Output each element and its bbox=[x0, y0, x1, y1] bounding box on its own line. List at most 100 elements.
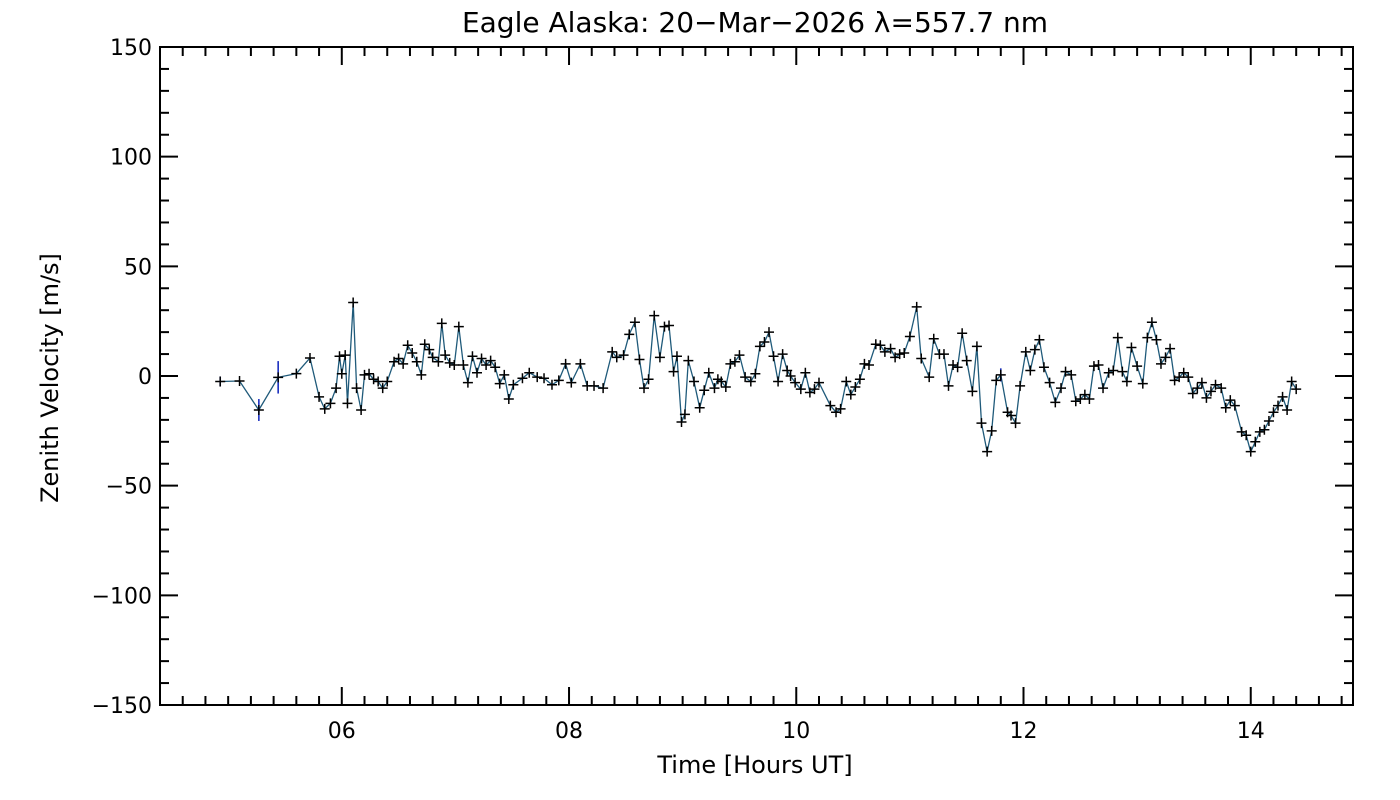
data-point-marker bbox=[754, 341, 765, 352]
data-point-marker bbox=[1093, 360, 1104, 371]
data-point-marker bbox=[411, 356, 422, 367]
data-point-marker bbox=[440, 350, 451, 361]
data-point-marker bbox=[1010, 418, 1021, 429]
data-point-marker bbox=[850, 381, 861, 392]
data-point-marker bbox=[952, 362, 963, 373]
data-point-marker bbox=[1220, 402, 1231, 413]
data-point-marker bbox=[729, 356, 740, 367]
data-point-marker bbox=[1245, 446, 1256, 457]
data-point-marker bbox=[476, 353, 487, 364]
data-point-marker bbox=[1020, 346, 1031, 357]
data-point-marker bbox=[777, 349, 788, 360]
data-point-marker bbox=[716, 376, 727, 387]
data-point-marker bbox=[607, 346, 618, 357]
data-point-marker bbox=[325, 398, 336, 409]
data-point-marker bbox=[982, 446, 993, 457]
data-point-marker bbox=[1291, 384, 1302, 395]
data-point-marker bbox=[750, 368, 761, 379]
data-point-marker bbox=[768, 351, 779, 362]
data-point-marker bbox=[740, 372, 751, 383]
x-tick-label: 14 bbox=[1237, 719, 1265, 744]
data-point-marker bbox=[253, 404, 264, 415]
data-point-marker bbox=[1263, 415, 1274, 426]
plot-frame bbox=[159, 46, 1354, 706]
data-point-marker bbox=[377, 383, 388, 394]
y-tick-label: −150 bbox=[92, 694, 152, 719]
x-tick-label: 10 bbox=[782, 719, 810, 744]
y-tick-label: 100 bbox=[110, 146, 152, 171]
data-point-marker bbox=[699, 385, 710, 396]
data-point-marker bbox=[1254, 426, 1265, 437]
data-point-marker bbox=[1286, 376, 1297, 387]
data-point-marker bbox=[854, 374, 865, 385]
data-point-marker bbox=[911, 301, 922, 312]
data-point-marker bbox=[694, 402, 705, 413]
y-axis-label: Zenith Velocity [m/s] bbox=[36, 253, 64, 503]
data-point-marker bbox=[1183, 372, 1194, 383]
data-point-marker bbox=[1201, 392, 1212, 403]
data-point-marker bbox=[1268, 407, 1279, 418]
data-point-marker bbox=[643, 374, 654, 385]
data-point-marker bbox=[334, 351, 345, 362]
data-point-marker bbox=[393, 353, 404, 364]
data-point-marker bbox=[1025, 365, 1036, 376]
data-point-marker bbox=[1108, 365, 1119, 376]
data-point-marker bbox=[639, 383, 650, 394]
data-point-marker bbox=[634, 354, 645, 365]
data-point-marker bbox=[618, 350, 629, 361]
data-point-marker bbox=[986, 425, 997, 436]
data-point-marker bbox=[503, 394, 514, 405]
data-point-marker bbox=[427, 352, 438, 363]
data-point-marker bbox=[436, 318, 447, 329]
data-point-marker bbox=[340, 350, 351, 361]
data-point-marker bbox=[689, 376, 700, 387]
data-point-marker bbox=[356, 404, 367, 415]
data-point-marker bbox=[364, 368, 375, 379]
data-point-marker bbox=[611, 352, 622, 363]
data-point-marker bbox=[1282, 404, 1293, 415]
data-point-marker bbox=[1117, 366, 1128, 377]
data-point-marker bbox=[859, 358, 870, 369]
data-point-marker bbox=[763, 327, 774, 338]
data-point-marker bbox=[1098, 383, 1109, 394]
axis-ticks bbox=[159, 46, 1353, 706]
data-point-marker bbox=[234, 376, 245, 387]
data-point-marker bbox=[319, 403, 330, 414]
data-point-marker bbox=[703, 367, 714, 378]
series-line bbox=[220, 302, 1297, 454]
y-tick-label: 0 bbox=[138, 365, 152, 390]
data-point-marker bbox=[1121, 376, 1132, 387]
data-point-marker bbox=[1165, 343, 1176, 354]
data-point-marker bbox=[508, 379, 519, 390]
data-point-marker bbox=[725, 358, 736, 369]
data-point-marker bbox=[795, 384, 806, 395]
data-point-marker bbox=[291, 368, 302, 379]
data-point-marker bbox=[1174, 372, 1185, 383]
data-point-marker bbox=[336, 368, 347, 379]
data-point-marker bbox=[1084, 394, 1095, 405]
y-tick-label: 50 bbox=[124, 255, 152, 280]
data-point-marker bbox=[782, 365, 793, 376]
data-point-marker bbox=[359, 369, 370, 380]
data-point-marker bbox=[462, 377, 473, 388]
data-point-marker bbox=[566, 377, 577, 388]
x-axis-label: Time [Hours UT] bbox=[656, 751, 852, 779]
data-point-marker bbox=[444, 357, 455, 368]
data-point-marker bbox=[928, 333, 939, 344]
data-point-marker bbox=[809, 384, 820, 395]
data-point-marker bbox=[560, 358, 571, 369]
data-point-marker bbox=[342, 398, 353, 409]
data-point-marker bbox=[1075, 394, 1086, 405]
data-point-marker bbox=[938, 349, 949, 360]
data-point-marker bbox=[1103, 367, 1114, 378]
data-point-marker bbox=[1155, 358, 1166, 369]
data-marker-group bbox=[215, 297, 1302, 457]
data-point-marker bbox=[759, 337, 770, 348]
data-point-marker bbox=[1277, 391, 1288, 402]
data-point-marker bbox=[835, 403, 846, 414]
data-point-marker bbox=[419, 339, 430, 350]
data-point-marker bbox=[841, 376, 852, 387]
data-point-marker bbox=[314, 391, 325, 402]
data-point-marker bbox=[453, 321, 464, 332]
y-tick-label: 150 bbox=[110, 36, 152, 61]
